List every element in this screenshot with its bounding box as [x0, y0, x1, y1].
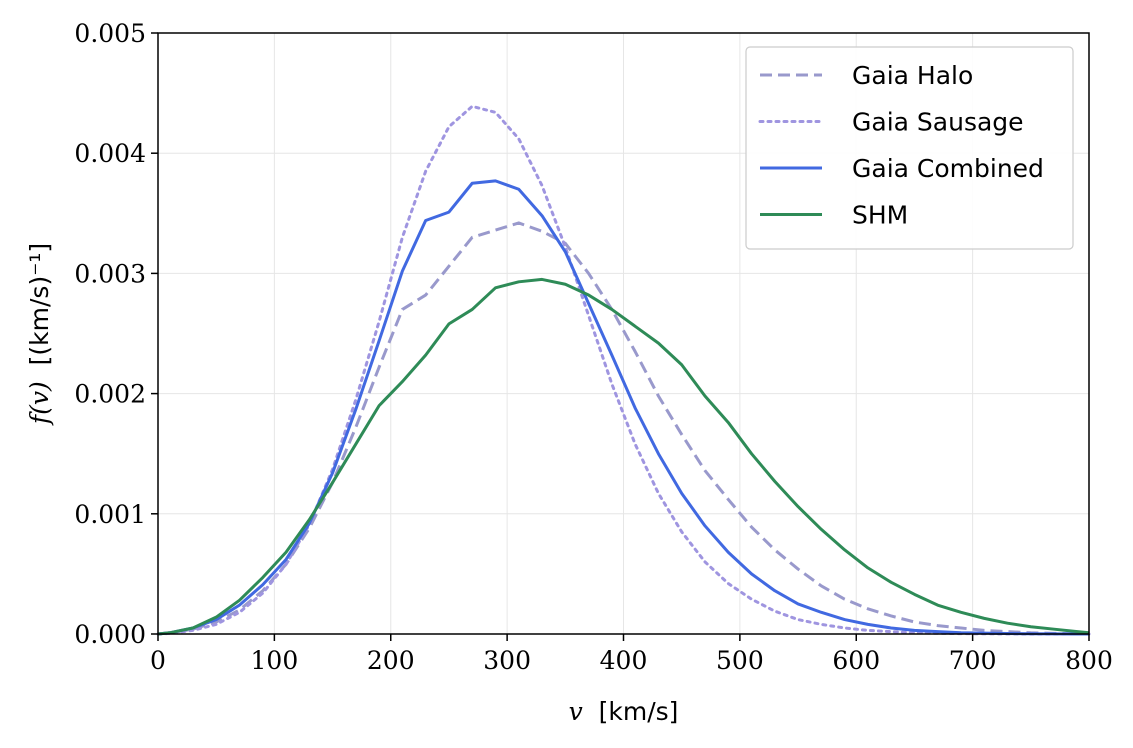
- x-axis-unit: [km/s]: [599, 697, 679, 726]
- x-tick-label: 700: [949, 646, 997, 675]
- legend-label-shm: SHM: [852, 201, 908, 230]
- legend: Gaia Halo Gaia Sausage Gaia Combined SHM: [745, 46, 1074, 250]
- x-tick-label: 400: [600, 646, 648, 675]
- x-tick-label: 300: [483, 646, 531, 675]
- y-axis-unit: [(km/s)⁻¹]: [25, 243, 54, 366]
- series-line-gaia-halo: [157, 221, 1090, 636]
- x-tick-label: 200: [367, 646, 415, 675]
- y-tick-label: 0.004: [74, 139, 146, 168]
- y-axis-function: f(v): [25, 381, 54, 426]
- legend-entries: Gaia Halo Gaia Sausage Gaia Combined SHM: [758, 61, 1044, 230]
- x-tick-label: 100: [251, 646, 299, 675]
- legend-label-gaia-sausage: Gaia Sausage: [852, 108, 1024, 137]
- x-tick-label: 800: [1065, 646, 1113, 675]
- y-axis-label: f(v) [(km/s)⁻¹]: [25, 243, 54, 426]
- legend-label-gaia-halo: Gaia Halo: [852, 61, 973, 90]
- x-tick-label: 500: [716, 646, 764, 675]
- y-tick-label: 0.003: [74, 259, 146, 288]
- y-tick-label: 0.000: [74, 620, 146, 649]
- series-line-gaia-combined: [157, 179, 1089, 636]
- ticks: 0 100 200 300 400 500 600 700 800 0.000 0.001 0.002…: [74, 19, 1112, 675]
- series-line-shm: [157, 277, 1090, 636]
- y-tick-label: 0.001: [74, 500, 146, 529]
- legend-box: [745, 46, 1074, 250]
- y-tick-label: 0.005: [74, 19, 146, 48]
- y-tick-label: 0.002: [74, 380, 146, 409]
- x-axis-label: v [km/s]: [569, 697, 679, 726]
- x-tick-label: 0: [150, 646, 166, 675]
- legend-label-gaia-combined: Gaia Combined: [852, 154, 1044, 183]
- x-axis-variable: v: [569, 697, 583, 726]
- x-tick-label: 600: [832, 646, 880, 675]
